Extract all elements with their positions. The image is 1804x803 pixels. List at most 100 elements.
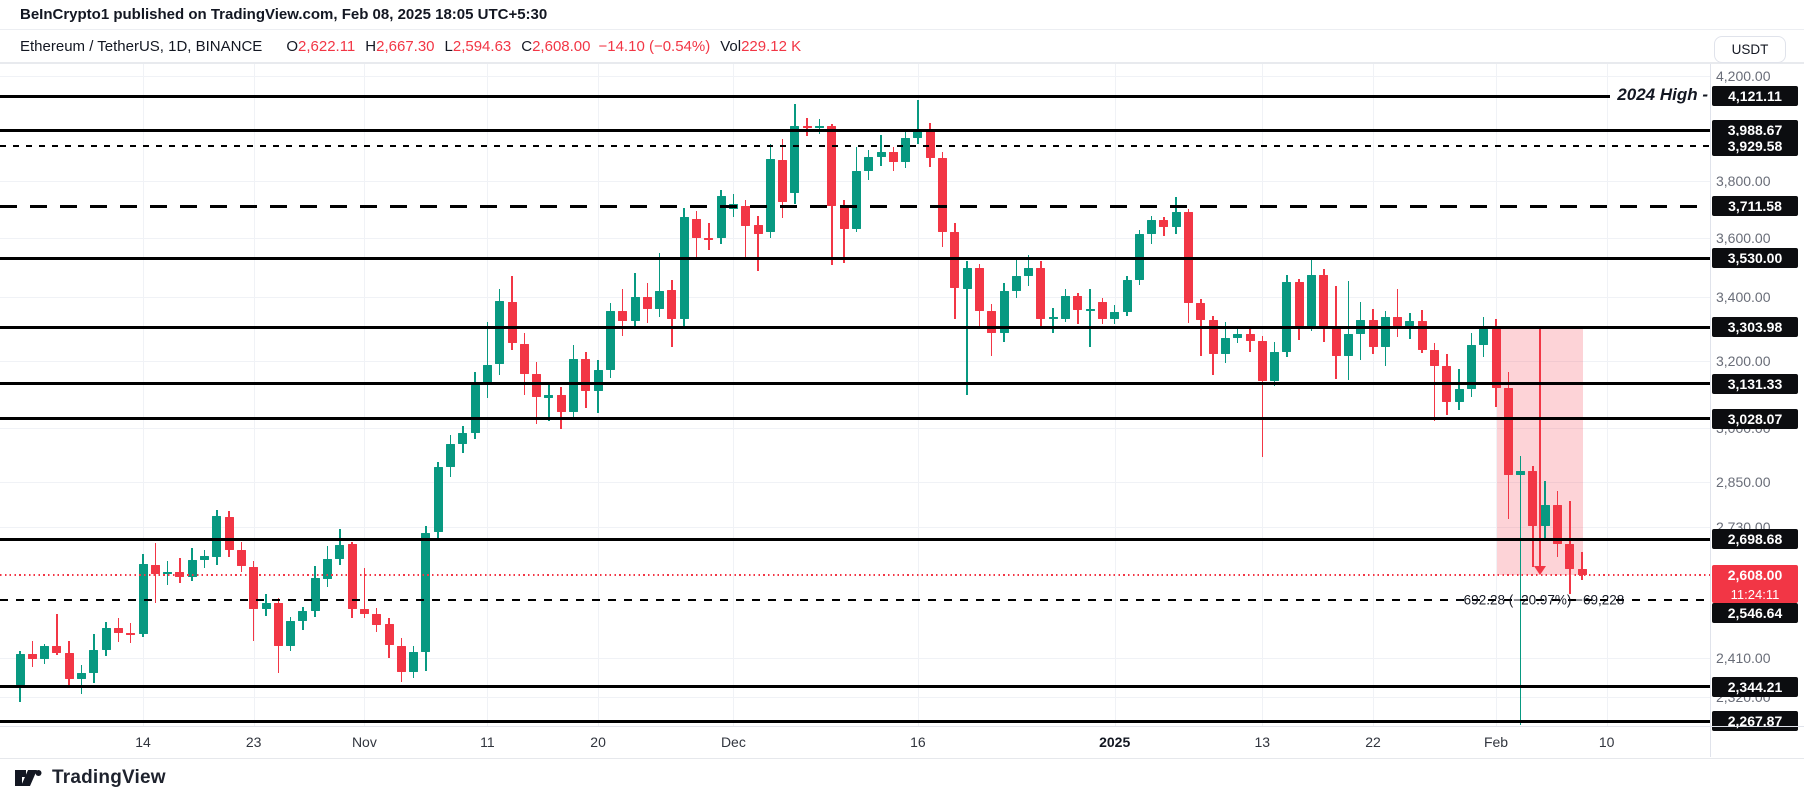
candle (655, 291, 665, 310)
candle (1503, 388, 1513, 475)
last-price-value: 2,608.00 (1727, 566, 1783, 583)
candle-wick (757, 215, 759, 271)
candle (458, 433, 468, 444)
vertical-gridline (1606, 64, 1608, 726)
support-resistance-line[interactable] (0, 256, 1710, 260)
price-tick-label: 3,400.00 (1716, 289, 1771, 306)
candle (212, 515, 222, 558)
support-resistance-line[interactable] (0, 417, 1710, 421)
candle (913, 129, 923, 138)
date-tick-label: 13 (1254, 734, 1271, 750)
horizontal-gridline (0, 76, 1710, 78)
date-tick-label: 22 (1365, 734, 1381, 750)
candle (1220, 338, 1230, 354)
currency-label: USDT (1731, 42, 1769, 57)
candle (1466, 345, 1476, 390)
candle (692, 218, 701, 238)
price-level-label: 4,121.11 (1712, 86, 1798, 107)
support-resistance-line[interactable] (0, 94, 1610, 98)
horizontal-gridline (0, 297, 1710, 299)
candle (950, 231, 960, 289)
candle (1491, 328, 1501, 389)
support-resistance-line[interactable] (0, 719, 1710, 723)
support-resistance-line[interactable] (0, 325, 1710, 329)
price-level-label: 2,546.64 (1712, 602, 1798, 623)
date-tick-label: 14 (135, 734, 151, 750)
support-resistance-line[interactable] (0, 382, 1710, 386)
annotation-2024-high: 2024 High - (1617, 85, 1708, 105)
publish-bar: BeInCrypto1 published on TradingView.com… (0, 0, 1804, 30)
horizontal-gridline (0, 697, 1710, 699)
support-resistance-line[interactable] (0, 685, 1710, 689)
vertical-gridline (1373, 64, 1374, 726)
support-resistance-line[interactable] (0, 128, 1710, 132)
vertical-gridline (1114, 64, 1116, 726)
horizontal-gridline (0, 527, 1710, 529)
candle (1540, 505, 1550, 527)
candle (126, 632, 136, 635)
candle-wick (1396, 288, 1399, 337)
candle (421, 532, 431, 653)
candle (741, 205, 751, 227)
candle (901, 137, 911, 163)
candle (1393, 316, 1403, 326)
candle-wick (363, 567, 366, 618)
candle (630, 296, 640, 322)
candle (359, 609, 369, 615)
candle (1024, 267, 1034, 277)
candle (1479, 328, 1489, 346)
candle (507, 301, 517, 343)
currency-toggle-button[interactable]: USDT (1714, 36, 1786, 63)
candle (89, 649, 99, 674)
price-level-label: 2,698.68 (1712, 529, 1798, 550)
chart-pane[interactable]: 2024 High - −692.28 (−20.97%) −69,228 (0, 64, 1710, 726)
dashed-level-line[interactable] (0, 598, 1710, 601)
tradingview-logo[interactable]: TradingView (14, 766, 166, 790)
price-level-label: 3,131.33 (1712, 373, 1798, 394)
date-tick-label: Nov (351, 734, 377, 750)
candle (1565, 544, 1575, 570)
candle (163, 571, 173, 575)
candle (1307, 274, 1316, 327)
candle (286, 620, 296, 647)
vertical-gridline (733, 64, 735, 726)
vertical-gridline (253, 64, 255, 726)
symbol-bar[interactable]: Ethereum / TetherUS, 1D, BINANCE O 2,622… (0, 31, 1804, 63)
open-label: O (286, 38, 298, 55)
candle (1122, 280, 1132, 312)
candle (1417, 321, 1427, 351)
candle (593, 370, 603, 391)
candle-wick (179, 558, 181, 583)
candle (815, 125, 824, 128)
date-tick-label: 11 (480, 734, 495, 750)
candle (1011, 276, 1021, 291)
candle-wick (1409, 312, 1411, 339)
candle (1245, 333, 1255, 341)
candle (1553, 505, 1562, 545)
candle (1430, 350, 1439, 367)
symbol-title[interactable]: Ethereum / TetherUS, 1D, BINANCE (20, 38, 263, 55)
candle (1171, 211, 1181, 228)
dashed-level-line[interactable] (0, 144, 1710, 147)
price-axis[interactable]: 4,200.00 3,800.00 3,600.00 3,400.00 3,200.00… (1710, 64, 1804, 757)
candle (987, 311, 997, 334)
date-tick-label: 2025 (1099, 734, 1131, 750)
price-tick-label: 2,410.00 (1716, 649, 1771, 666)
date-axis[interactable]: 14 23 Nov 11 20 Dec 16 2025 13 22 Feb 10 (0, 726, 1804, 759)
change-value: −14.10 (−0.54%) (598, 38, 711, 55)
candle (1368, 319, 1378, 348)
candle (1159, 220, 1169, 228)
horizontal-gridline (0, 482, 1710, 484)
measure-arrow-down-icon (1534, 565, 1547, 575)
candle (1454, 389, 1464, 402)
candle (605, 311, 615, 371)
candle (765, 159, 775, 232)
candle (569, 358, 578, 413)
candle (27, 654, 37, 660)
pane-top-border (0, 63, 1804, 64)
publish-text: BeInCrypto1 published on TradingView.com… (20, 6, 548, 23)
support-resistance-line[interactable] (0, 537, 1710, 541)
candle (753, 224, 763, 235)
dashed-level-line[interactable] (0, 204, 1710, 209)
open-value: 2,622.11 (298, 38, 356, 55)
